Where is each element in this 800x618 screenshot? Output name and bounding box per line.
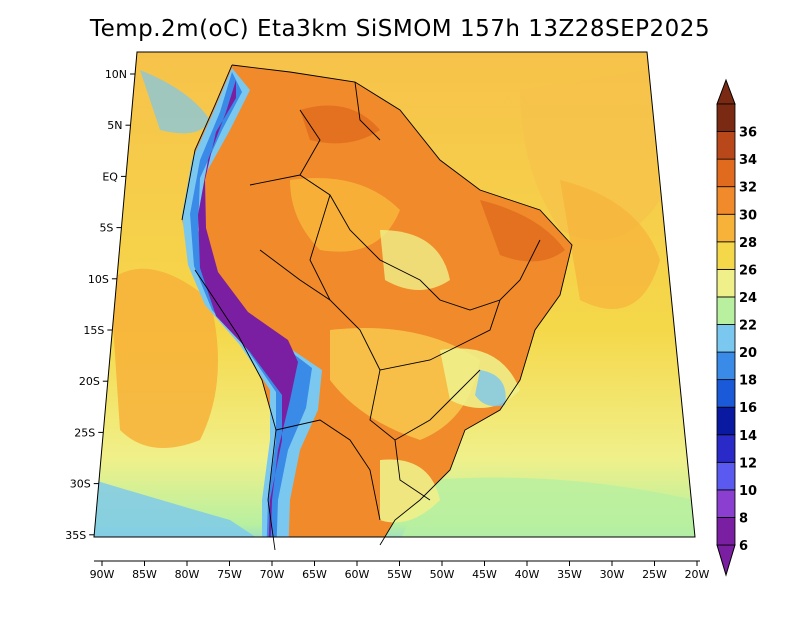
colorbar-label: 22	[739, 319, 757, 334]
lon-label: 75W	[217, 568, 242, 581]
colorbar-label: 12	[739, 456, 757, 471]
map-title: Temp.2m(oC) Eta3km SiSMOM 157h 13Z28SEP2…	[89, 16, 711, 42]
colorbar-max-arrow	[716, 78, 736, 105]
map-domain	[94, 52, 695, 537]
colorbar-label: 6	[739, 539, 748, 554]
colorbar-segment	[716, 489, 736, 518]
colorbar-min-arrow	[716, 544, 736, 577]
lon-label: 35W	[557, 568, 582, 581]
colorbar-segment	[716, 517, 736, 546]
lon-label: 85W	[132, 568, 157, 581]
lon-label: 25W	[642, 568, 667, 581]
lon-label: 80W	[175, 568, 200, 581]
colorbar-segment	[716, 434, 736, 463]
colorbar-label: 24	[739, 291, 757, 306]
colorbar-label: 36	[739, 126, 757, 141]
colorbar-segment	[716, 296, 736, 325]
lat-label: 10N	[105, 68, 127, 81]
lat-label: 30S	[70, 478, 91, 491]
colorbar-segment	[716, 324, 736, 353]
lat-label: EQ	[102, 170, 118, 183]
lat-label: 15S	[83, 324, 104, 337]
lon-label: 20W	[685, 568, 710, 581]
lat-label: 20S	[79, 375, 100, 388]
longitude-axis: 90W 85W 80W 75W 70W 65W 60W 55W 50W 45W 40W 35W 30W 2…	[90, 560, 710, 581]
colorbar-label: 14	[739, 429, 757, 444]
lon-label: 50W	[430, 568, 455, 581]
lon-label: 30W	[600, 568, 625, 581]
colorbar-segment	[716, 241, 736, 270]
colorbar-label: 10	[739, 484, 757, 499]
lat-label: 5N	[107, 119, 122, 132]
lon-label: 90W	[90, 568, 115, 581]
colorbar-segment	[716, 131, 736, 160]
colorbar-segment	[716, 379, 736, 408]
colorbar-label: 26	[739, 263, 757, 278]
colorbar-label: 28	[739, 236, 757, 251]
colorbar-segment	[716, 406, 736, 436]
colorbar-label: 16	[739, 401, 757, 416]
lon-label: 70W	[260, 568, 285, 581]
colorbar-segment	[716, 186, 736, 215]
colorbar-segment	[716, 103, 736, 132]
colorbar-segment	[716, 461, 736, 491]
lon-label: 60W	[345, 568, 370, 581]
lon-label: 65W	[302, 568, 327, 581]
lat-label: 10S	[88, 273, 109, 286]
colorbar-label: 34	[739, 153, 757, 168]
lon-label: 45W	[472, 568, 497, 581]
lat-label: 5S	[99, 222, 113, 235]
colorbar-label: 20	[739, 346, 757, 361]
latitude-axis: 10N 5N EQ 5S 10S 15S 20S 25S 30S 35S	[65, 68, 136, 542]
colorbar-segment	[716, 268, 736, 298]
colorbar-label: 30	[739, 208, 757, 223]
colorbar-segment	[716, 158, 736, 188]
lat-label: 25S	[74, 426, 95, 439]
lon-label: 40W	[515, 568, 540, 581]
colorbar-label: 32	[739, 181, 757, 196]
country-borders	[181, 64, 573, 551]
colorbar-segment	[716, 351, 736, 381]
lon-label: 55W	[387, 568, 412, 581]
colorbar: 6 8 10 12 14 16 18 20 22 24 26 28 30 32 34 36	[716, 78, 757, 577]
lat-label: 35S	[65, 529, 86, 542]
colorbar-label: 18	[739, 374, 757, 389]
colorbar-label: 8	[739, 511, 748, 526]
colorbar-segment	[716, 213, 736, 243]
